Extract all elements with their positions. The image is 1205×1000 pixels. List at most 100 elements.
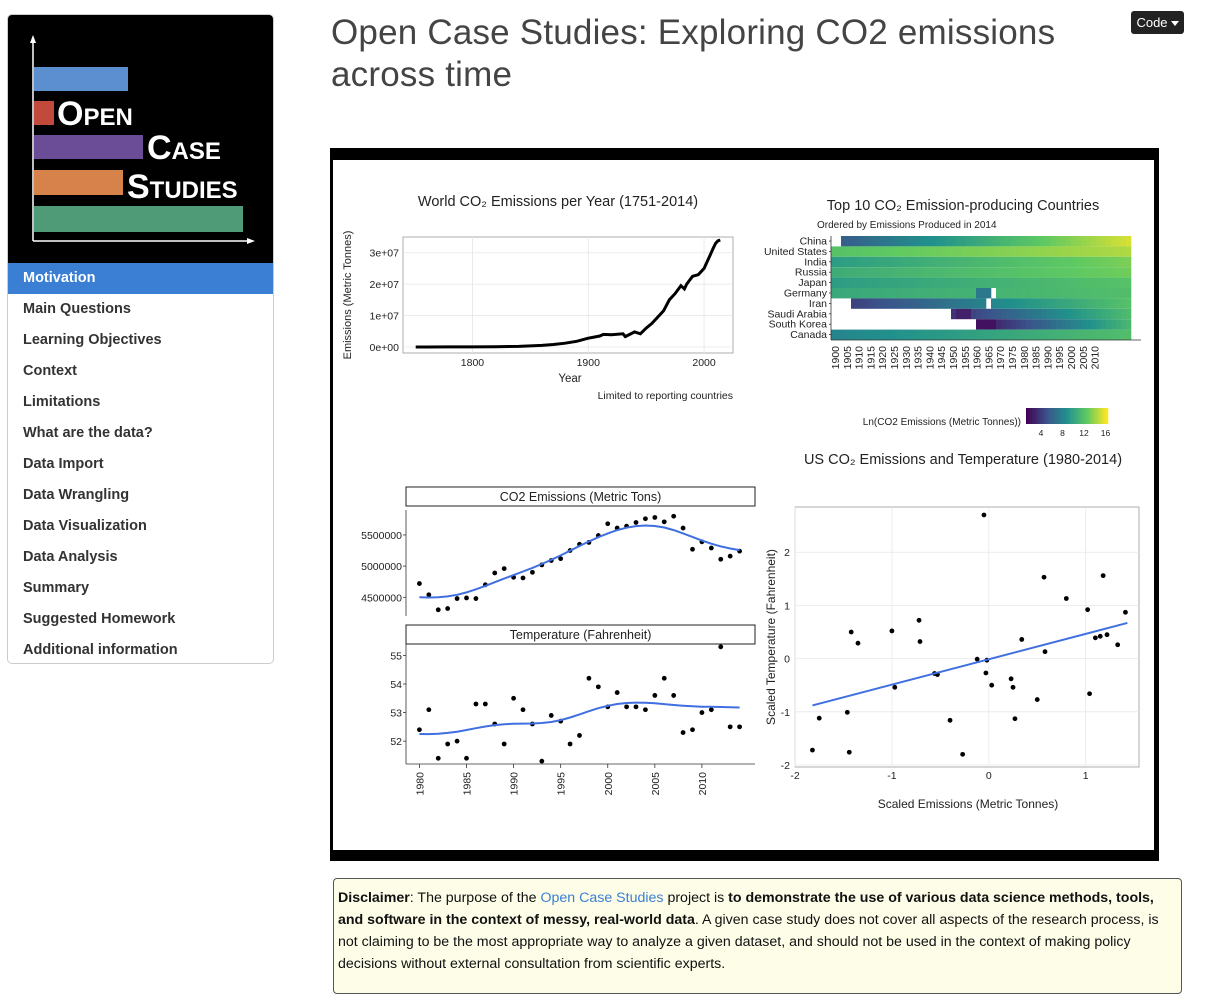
- chart5-point: [892, 684, 898, 690]
- heatmap-cell: [1056, 298, 1062, 309]
- heatmap-cell: [951, 256, 957, 268]
- disclaimer-label: Disclaimer: [338, 890, 410, 906]
- heatmap-cell: [891, 288, 897, 299]
- heatmap-cell: [1031, 319, 1037, 330]
- sidebar-item-learning-objectives[interactable]: Learning Objectives: [23, 332, 162, 348]
- facet-point-co2: [417, 581, 422, 586]
- facet-x-tick-temp: 1990: [509, 772, 521, 796]
- sidebar-item-additional-information[interactable]: Additional information: [23, 642, 178, 658]
- sidebar-item-summary[interactable]: Summary: [23, 580, 90, 596]
- sidebar-item-main-questions[interactable]: Main Questions: [23, 301, 131, 317]
- chart2-row-label: South Korea: [769, 319, 828, 331]
- heatmap-cell: [1006, 329, 1012, 340]
- heatmap-cell: [831, 329, 837, 340]
- heatmap-cell: [1121, 277, 1127, 288]
- heatmap-cell: [1001, 277, 1007, 288]
- chart5-point: [1042, 649, 1048, 655]
- heatmap-cell: [1121, 319, 1127, 330]
- heatmap-cell: [1086, 288, 1092, 299]
- heatmap-cell: [1041, 298, 1047, 309]
- heatmap-cell: [1061, 319, 1067, 330]
- chart5-point: [1019, 637, 1025, 642]
- heatmap-cell: [956, 256, 962, 268]
- chart2-x-tick-label: 1970: [995, 346, 1007, 370]
- heatmap-cell: [1026, 298, 1032, 309]
- heatmap-cell: [996, 256, 1002, 268]
- chart5-point: [855, 640, 861, 646]
- legend-color-step: [1064, 408, 1068, 424]
- heatmap-cell: [916, 246, 922, 257]
- facet-y-tick-temp: 53: [390, 708, 402, 720]
- heatmap-cell: [856, 256, 862, 268]
- open-case-studies-logo[interactable]: Open Case Studies: [8, 15, 273, 263]
- heatmap-cell: [966, 298, 972, 309]
- chart5-title: US CO₂ Emissions and Temperature (1980-2…: [804, 452, 1122, 468]
- heatmap-cell: [871, 298, 877, 309]
- sidebar-item-motivation[interactable]: Motivation: [8, 263, 273, 294]
- heatmap-cell: [1091, 246, 1097, 257]
- heatmap-cell: [1071, 308, 1077, 320]
- sidebar-item-context[interactable]: Context: [23, 363, 77, 379]
- heatmap-cell: [1021, 236, 1027, 247]
- heatmap-cell: [881, 246, 887, 257]
- heatmap-cell: [896, 298, 902, 309]
- heatmap-cell: [846, 288, 852, 299]
- heatmap-cell: [1121, 329, 1127, 340]
- heatmap-cell: [866, 298, 872, 309]
- heatmap-cell: [921, 246, 927, 257]
- chart5-y-tick-label: 1: [784, 600, 790, 612]
- chart2-heatmap-cells: [831, 236, 1132, 340]
- sidebar-item-limitations[interactable]: Limitations: [23, 394, 101, 410]
- sidebar-item-suggested-homework[interactable]: Suggested Homework: [23, 611, 176, 627]
- heatmap-cell: [1071, 256, 1077, 268]
- heatmap-cell: [1056, 308, 1062, 320]
- heatmap-cell: [1051, 236, 1057, 247]
- facet-point-temp: [464, 755, 469, 761]
- heatmap-cell: [1036, 329, 1042, 340]
- sidebar-item-data-analysis[interactable]: Data Analysis: [23, 549, 118, 565]
- sidebar-item-data-import[interactable]: Data Import: [23, 456, 104, 472]
- heatmap-cell: [986, 246, 992, 257]
- heatmap-cell: [951, 236, 957, 247]
- chart2-row-label: China: [800, 236, 828, 248]
- facet-point-co2: [661, 519, 667, 525]
- heatmap-cell: [911, 277, 917, 288]
- heatmap-cell: [976, 267, 982, 278]
- open-case-studies-link[interactable]: Open Case Studies: [540, 890, 664, 906]
- chart5-point: [1100, 573, 1106, 579]
- sidebar-item-what-are-the-data[interactable]: What are the data?: [23, 425, 153, 441]
- heatmap-cell: [836, 277, 842, 288]
- heatmap-cell: [1021, 319, 1027, 330]
- heatmap-cell: [946, 267, 952, 278]
- heatmap-cell: [896, 288, 902, 299]
- heatmap-cell: [911, 298, 917, 309]
- heatmap-cell: [996, 267, 1002, 278]
- sidebar-item-data-visualization[interactable]: Data Visualization: [23, 518, 147, 534]
- heatmap-cell: [1116, 236, 1122, 247]
- heatmap-cell: [1066, 298, 1072, 309]
- legend-color-step: [1077, 408, 1080, 424]
- heatmap-cell: [1116, 319, 1122, 330]
- legend-color-step: [1091, 408, 1094, 424]
- heatmap-cell: [846, 329, 852, 340]
- sidebar-item-data-wrangling[interactable]: Data Wrangling: [23, 487, 130, 503]
- heatmap-cell: [1061, 267, 1067, 278]
- heatmap-cell: [1061, 298, 1067, 309]
- heatmap-cell: [1121, 298, 1127, 309]
- heatmap-cell: [856, 277, 862, 288]
- heatmap-cell: [886, 277, 892, 288]
- code-dropdown-button[interactable]: Code: [1131, 11, 1184, 34]
- heatmap-cell: [961, 267, 967, 278]
- heatmap-cell: [1116, 256, 1122, 268]
- heatmap-cell: [1066, 308, 1072, 320]
- heatmap-cell: [981, 277, 987, 288]
- heatmap-cell: [1096, 267, 1102, 278]
- facet-y-tick-co2: 5500000: [361, 530, 402, 542]
- heatmap-cell: [856, 288, 862, 299]
- chart1-y-axis-label: Emissions (Metric Tonnes): [342, 231, 354, 360]
- heatmap-cell: [871, 236, 877, 247]
- heatmap-cell: [921, 236, 927, 247]
- heatmap-cell: [881, 298, 887, 309]
- legend-color-step: [1089, 408, 1092, 424]
